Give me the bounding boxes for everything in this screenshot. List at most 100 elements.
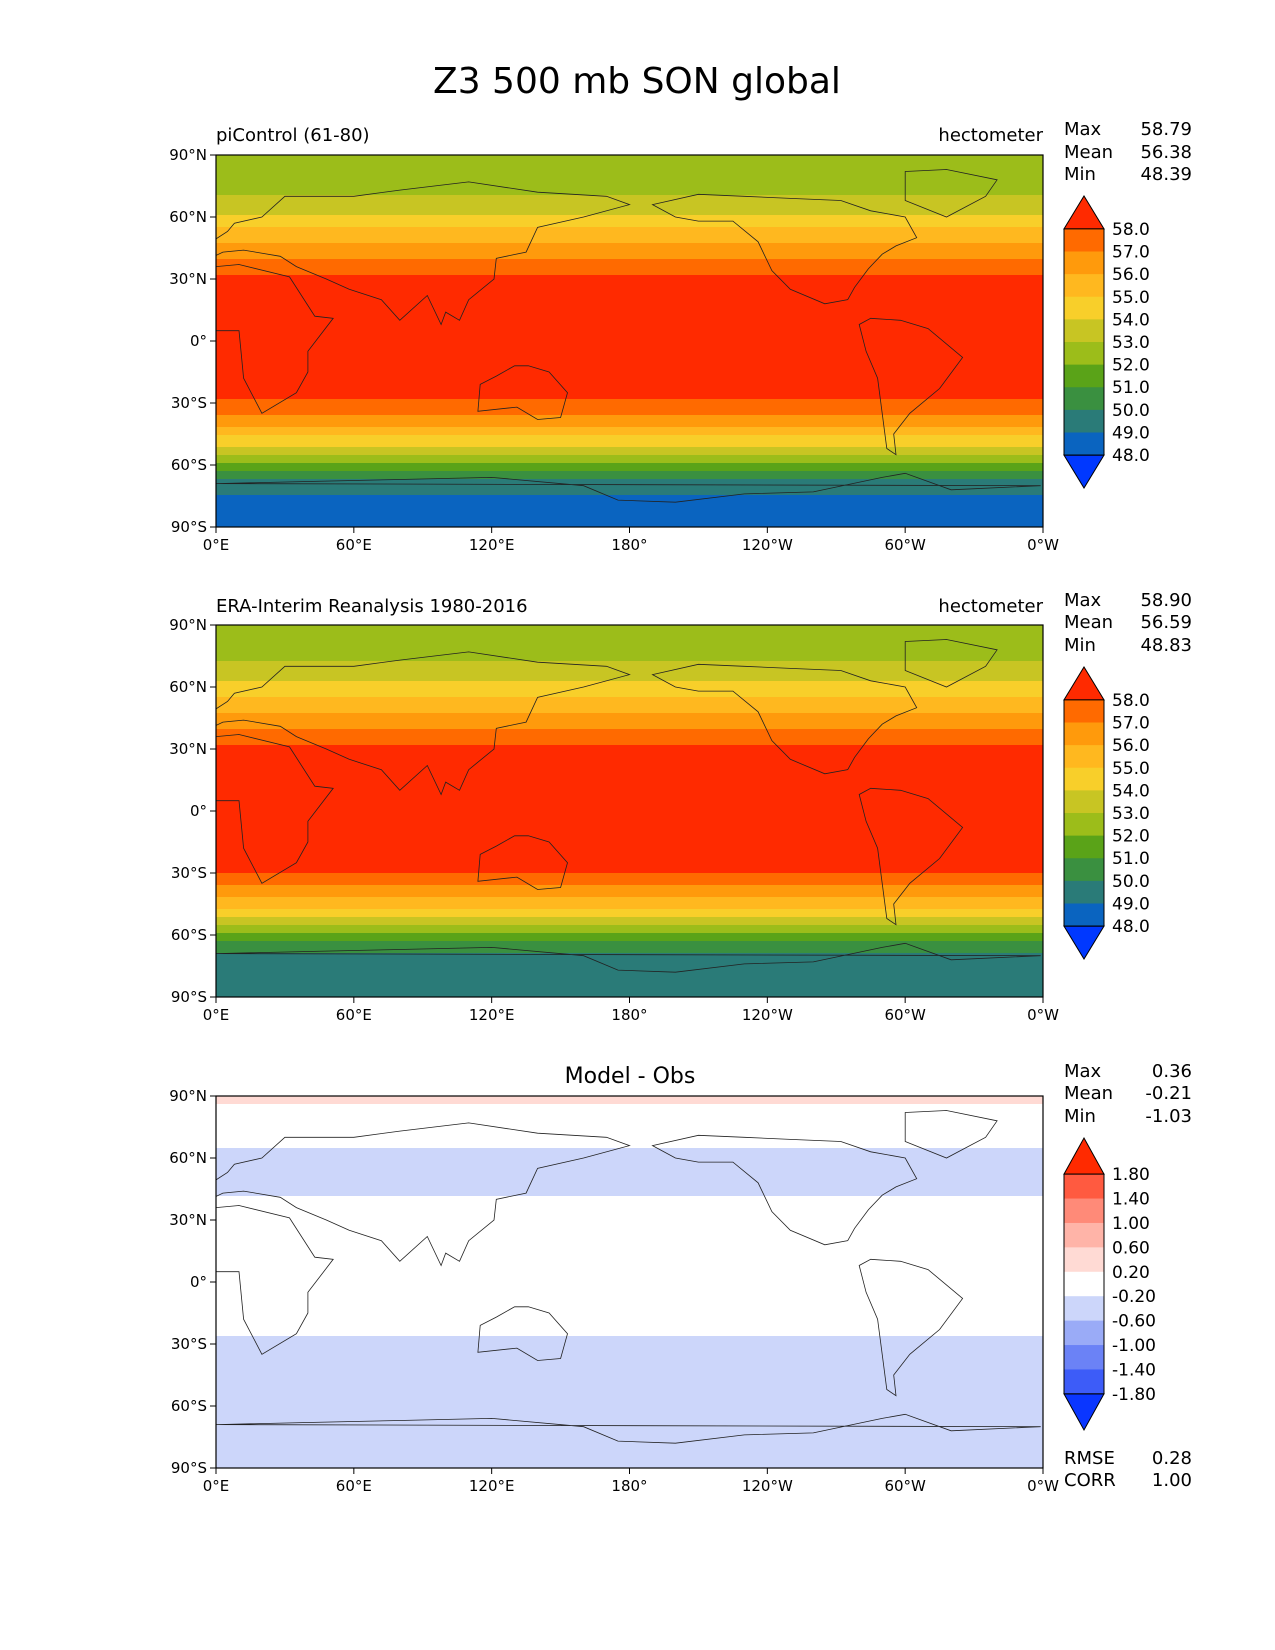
field-band xyxy=(216,1344,1043,1349)
y-tick-label: 60°N xyxy=(169,678,207,696)
field-band xyxy=(216,1456,1043,1461)
field-band xyxy=(216,1256,1043,1261)
field-band xyxy=(216,1436,1043,1441)
field-band xyxy=(216,1124,1043,1129)
field-band xyxy=(216,287,1043,292)
field-band xyxy=(216,283,1043,288)
coastline xyxy=(651,663,918,775)
stat-label-mean: Mean xyxy=(1064,1083,1113,1104)
field-band xyxy=(216,1136,1043,1141)
field-band xyxy=(216,1384,1043,1389)
colorbar-swatch xyxy=(1064,251,1104,275)
stat-label-max: Max xyxy=(1064,590,1102,611)
field-band xyxy=(216,1268,1043,1273)
field-band xyxy=(216,1416,1043,1421)
colorbar-swatch xyxy=(1064,722,1104,746)
field-band xyxy=(216,965,1043,970)
y-tick-label: 30°N xyxy=(169,1211,207,1229)
field-band xyxy=(216,889,1043,894)
field-band xyxy=(216,1308,1043,1313)
field-band xyxy=(216,1332,1043,1337)
field-band xyxy=(216,929,1043,934)
field-band xyxy=(216,291,1043,296)
field-band xyxy=(216,709,1043,714)
field-band xyxy=(216,1148,1043,1153)
stat-label-max: Max xyxy=(1064,119,1102,140)
field-band xyxy=(216,673,1043,678)
colorbar-swatch xyxy=(1064,409,1104,433)
colorbar-swatch xyxy=(1064,1222,1104,1248)
field-band xyxy=(216,1300,1043,1305)
field-band xyxy=(216,171,1043,176)
colorbar-top-extend xyxy=(1063,666,1105,701)
colorbar-label: 1.80 xyxy=(1112,1165,1150,1185)
field-band xyxy=(216,741,1043,746)
field-band xyxy=(216,1464,1043,1468)
colorbar-swatch xyxy=(1064,387,1104,411)
field-band xyxy=(216,371,1043,376)
field-band xyxy=(216,801,1043,806)
field-band xyxy=(216,933,1043,938)
field-band xyxy=(216,1180,1043,1185)
field-band xyxy=(216,395,1043,400)
field-band xyxy=(216,367,1043,372)
field-band xyxy=(216,475,1043,480)
field-band xyxy=(216,1104,1043,1109)
field-band xyxy=(216,845,1043,850)
stat-value-max: 0.36 xyxy=(1152,1061,1192,1082)
x-tick-label: 0°E xyxy=(203,1006,230,1024)
field-band xyxy=(216,471,1043,476)
field-band xyxy=(216,637,1043,642)
field-band xyxy=(216,1412,1043,1417)
stat-value-max: 58.79 xyxy=(1140,119,1192,140)
field-band xyxy=(216,849,1043,854)
colorbar-bottom-extend xyxy=(1063,454,1105,489)
field-band xyxy=(216,917,1043,922)
colorbar-label: 51.0 xyxy=(1112,378,1150,398)
coastlines xyxy=(216,1110,1041,1444)
colorbar-label: 1.00 xyxy=(1112,1214,1150,1234)
field-band xyxy=(216,1288,1043,1293)
coastline xyxy=(216,1413,1041,1444)
field-band xyxy=(216,1284,1043,1289)
x-tick-label: 120°E xyxy=(469,1006,515,1024)
field-band xyxy=(216,239,1043,244)
field-band xyxy=(216,749,1043,754)
field-band xyxy=(216,1324,1043,1329)
colorbar-frame xyxy=(1063,228,1105,456)
x-tick-label: 0°E xyxy=(203,536,230,554)
x-tick-label: 60°W xyxy=(884,1477,926,1495)
field-layer xyxy=(216,1096,1043,1468)
field-band xyxy=(216,937,1043,942)
coastline xyxy=(858,317,964,456)
field-band xyxy=(216,1224,1043,1229)
field-band xyxy=(216,1376,1043,1381)
colorbar-label: 53.0 xyxy=(1112,804,1150,824)
field-band xyxy=(216,1188,1043,1193)
colorbar-label: 58.0 xyxy=(1112,220,1150,240)
field-band xyxy=(216,993,1043,997)
field-band xyxy=(216,179,1043,184)
field-band xyxy=(216,415,1043,420)
field-band xyxy=(216,625,1043,630)
field-band xyxy=(216,645,1043,650)
field-band xyxy=(216,199,1043,204)
field-band xyxy=(216,985,1043,990)
stat-label-rmse: RMSE xyxy=(1064,1448,1115,1469)
field-band xyxy=(216,821,1043,826)
field-band xyxy=(216,467,1043,472)
x-tick-label: 60°E xyxy=(336,1477,372,1495)
colorbar-swatch xyxy=(1064,1345,1104,1370)
coastlines xyxy=(216,169,1041,503)
field-band xyxy=(216,343,1043,348)
field-band xyxy=(216,905,1043,910)
stat-value-mean: -0.21 xyxy=(1145,1083,1192,1104)
field-band xyxy=(216,1212,1043,1217)
field-layer xyxy=(216,625,1043,997)
colorbar-swatch xyxy=(1064,432,1104,456)
field-band xyxy=(216,447,1043,452)
field-band xyxy=(216,977,1043,982)
colorbar-swatch xyxy=(1064,296,1104,320)
field-band xyxy=(216,1184,1043,1189)
